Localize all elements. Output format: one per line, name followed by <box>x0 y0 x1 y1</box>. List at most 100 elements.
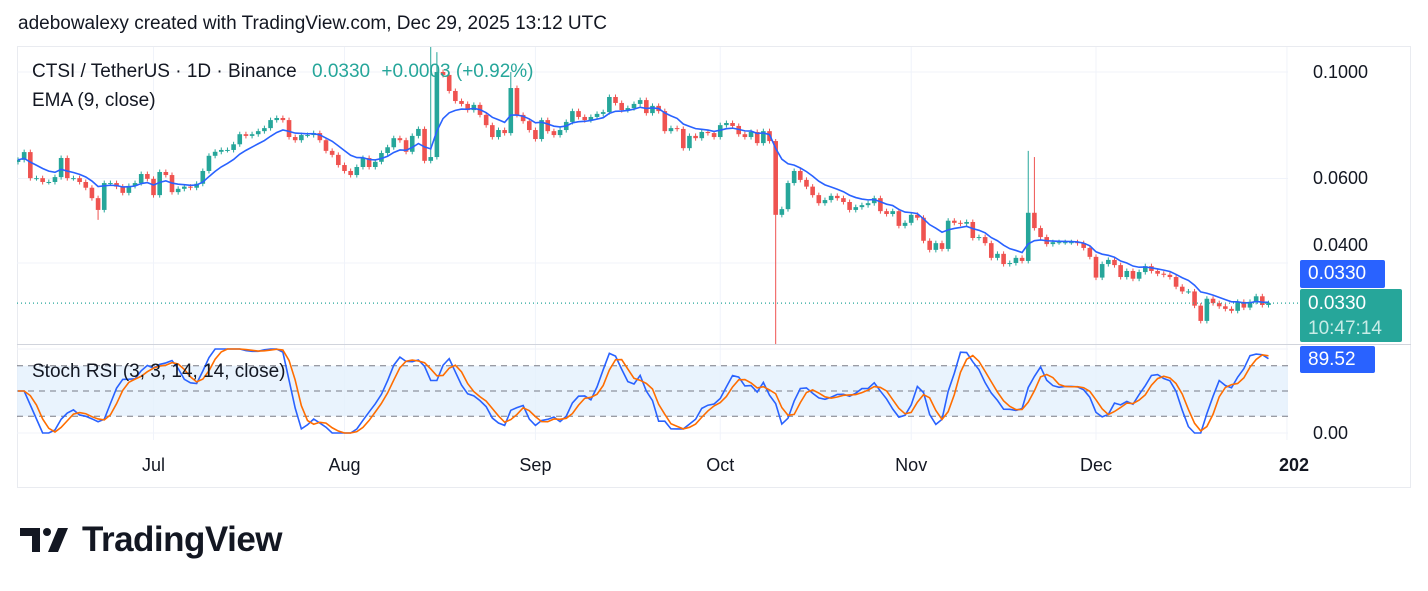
price-tick: 0.0400 <box>1313 235 1369 255</box>
candle-body <box>459 101 464 104</box>
candle <box>471 102 477 113</box>
candle-body <box>754 131 760 144</box>
candle-body <box>705 131 711 134</box>
candle <box>348 168 353 178</box>
candle-body <box>372 161 378 167</box>
candle-body <box>1241 301 1247 308</box>
candle-body <box>397 138 403 141</box>
candle-body <box>699 131 705 139</box>
candle <box>650 103 655 116</box>
candle-body <box>1025 212 1031 261</box>
candle-body <box>1056 242 1062 244</box>
candle-body <box>428 157 434 161</box>
candle <box>810 184 815 198</box>
candle-body <box>1112 259 1117 266</box>
candle-body <box>132 183 138 186</box>
candle <box>1081 240 1086 251</box>
candle <box>717 122 723 140</box>
candle <box>64 155 70 181</box>
candle <box>459 98 464 107</box>
candle <box>970 219 976 241</box>
ema-line <box>17 106 1269 304</box>
candle-body <box>379 153 384 162</box>
candle-body <box>286 120 292 138</box>
candle-body <box>1032 212 1037 229</box>
candle-body <box>225 149 230 151</box>
candle-body <box>1179 286 1185 292</box>
candle <box>262 125 267 134</box>
candle <box>927 238 932 253</box>
candle <box>1253 293 1259 305</box>
symbol-legend[interactable]: CTSI / TetherUS · 1D · Binance 0.0330 +0… <box>32 61 534 83</box>
candle-body <box>1253 296 1259 302</box>
candle <box>28 149 33 181</box>
candle <box>921 215 926 244</box>
candle-body <box>188 186 193 188</box>
candle-body <box>748 131 754 138</box>
candle-body <box>1099 264 1105 278</box>
candle <box>988 240 994 261</box>
tradingview-logo[interactable]: TradingView <box>20 520 283 560</box>
symbol-title: CTSI / TetherUS · 1D · Binance <box>32 61 297 82</box>
bar-countdown: 10:47:14 <box>1308 318 1382 339</box>
candle <box>668 125 674 134</box>
candle <box>175 186 181 195</box>
candle-body <box>138 174 144 184</box>
candle-body <box>403 140 409 152</box>
candle <box>1038 225 1043 240</box>
candle <box>822 197 828 206</box>
candle-body <box>1235 301 1240 311</box>
stoch-legend[interactable]: Stoch RSI (3, 3, 14, 14, close) <box>32 361 286 382</box>
candle-body <box>206 155 212 171</box>
candle-body <box>717 125 723 138</box>
candle <box>1198 303 1204 324</box>
candle-body <box>182 186 187 189</box>
candle-body <box>724 122 729 126</box>
candle <box>828 193 834 203</box>
candle <box>514 85 520 118</box>
ema-legend[interactable]: EMA (9, close) <box>32 90 156 111</box>
candle-body <box>822 200 828 204</box>
candle <box>908 212 914 226</box>
candle-body <box>631 103 637 109</box>
candle <box>372 159 378 170</box>
candle <box>1167 272 1173 280</box>
candle-body <box>280 117 286 121</box>
candle <box>385 144 390 156</box>
candle-body <box>847 202 852 210</box>
candle-body <box>354 166 360 176</box>
candle <box>982 234 988 246</box>
candle-body <box>625 108 631 111</box>
candle <box>446 72 452 94</box>
candle <box>120 184 126 196</box>
candle <box>379 150 384 165</box>
candle <box>902 220 908 229</box>
candle-body <box>126 185 132 193</box>
candle-body <box>89 187 95 199</box>
time-tick-label: Aug <box>328 455 361 475</box>
candle-body <box>600 112 606 114</box>
candle-body <box>921 217 926 241</box>
candle <box>939 240 945 252</box>
ema-price-tag: 0.0330 <box>1300 260 1385 288</box>
candle-body <box>539 120 544 140</box>
stoch-d-line <box>18 348 1269 434</box>
candle <box>1032 157 1037 231</box>
candle-body <box>982 237 988 244</box>
candle-body <box>816 195 822 204</box>
candle <box>71 175 76 181</box>
candle-body <box>853 207 859 210</box>
candle-body <box>804 179 809 187</box>
candle-body <box>613 96 618 103</box>
candle-body <box>1062 242 1068 244</box>
candle-body <box>687 135 692 149</box>
candle-body <box>995 253 1000 258</box>
candle-body <box>502 130 507 134</box>
candle <box>1210 296 1216 306</box>
candle <box>1241 299 1247 311</box>
candle <box>884 208 889 217</box>
candle-body <box>237 134 243 145</box>
candle <box>1223 303 1228 312</box>
candle <box>761 128 766 146</box>
